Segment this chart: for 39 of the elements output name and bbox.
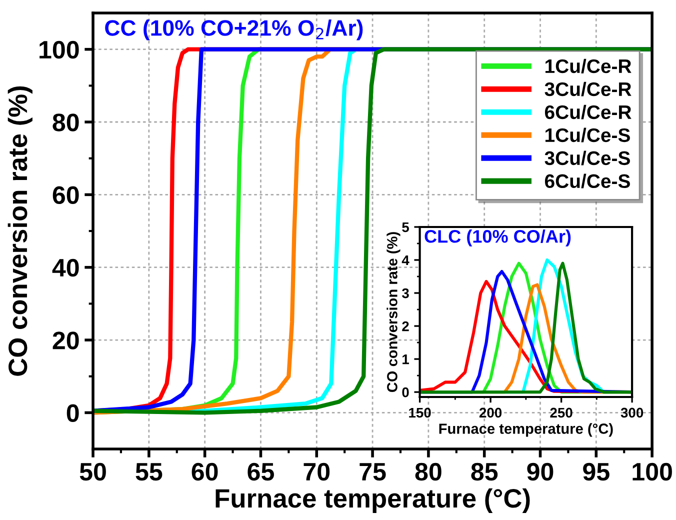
x-tick-label: 60 xyxy=(192,462,218,481)
x-tick-label: 50 xyxy=(80,462,106,481)
x-tick-label: 70 xyxy=(304,462,330,481)
x-axis-title: Furnace temperature (°C) xyxy=(216,488,530,513)
x-tick-label: 250 xyxy=(550,408,572,418)
y-tick-label: 0 xyxy=(402,387,409,398)
x-tick-label: 150 xyxy=(409,408,431,418)
legend-label: 1Cu/Ce-S xyxy=(545,128,630,142)
y-tick-label: 4 xyxy=(402,255,410,266)
y-axis-title: CO conversion rate (%) xyxy=(8,86,32,376)
x-tick-label: 200 xyxy=(479,408,502,418)
x-tick-label: 85 xyxy=(471,462,498,481)
x-tick-label: 95 xyxy=(583,462,610,481)
y-tick-label: 80 xyxy=(52,114,79,132)
legend-label: 6Cu/Ce-R xyxy=(544,104,632,120)
x-tick-label: 90 xyxy=(527,462,554,481)
y-tick-label: 5 xyxy=(402,222,409,232)
chart-title: CLC (10% CO/Ar) xyxy=(424,230,571,246)
y-tick-label: 2 xyxy=(402,321,409,332)
legend-label: 3Cu/Ce-R xyxy=(544,82,632,96)
y-tick-label: 20 xyxy=(52,332,79,350)
y-axis-title: CO conversion rate (%) xyxy=(386,232,400,392)
x-tick-label: 100 xyxy=(632,462,672,481)
y-tick-label: 1 xyxy=(402,354,409,364)
x-tick-label: 75 xyxy=(360,463,386,481)
y-tick-label: 40 xyxy=(52,258,79,277)
x-axis-title: Furnace temperature (°C) xyxy=(439,423,613,437)
y-tick-label: 60 xyxy=(52,186,79,204)
chart-title: CC (10% CO+21% O$_{2}$/Ar) xyxy=(105,20,363,40)
x-tick-label: 55 xyxy=(136,463,162,481)
y-tick-label: 3 xyxy=(402,288,409,298)
y-tick-label: 0 xyxy=(66,404,79,422)
x-tick-label: 65 xyxy=(248,462,274,481)
legend-label: 6Cu/Ce-S xyxy=(544,174,630,188)
legend-label: 1Cu/Ce-R xyxy=(545,58,632,74)
legend-label: 3Cu/Ce-S xyxy=(544,150,630,166)
x-tick-label: 300 xyxy=(620,408,644,418)
y-tick-label: 100 xyxy=(40,40,79,59)
x-tick-label: 80 xyxy=(415,462,442,481)
